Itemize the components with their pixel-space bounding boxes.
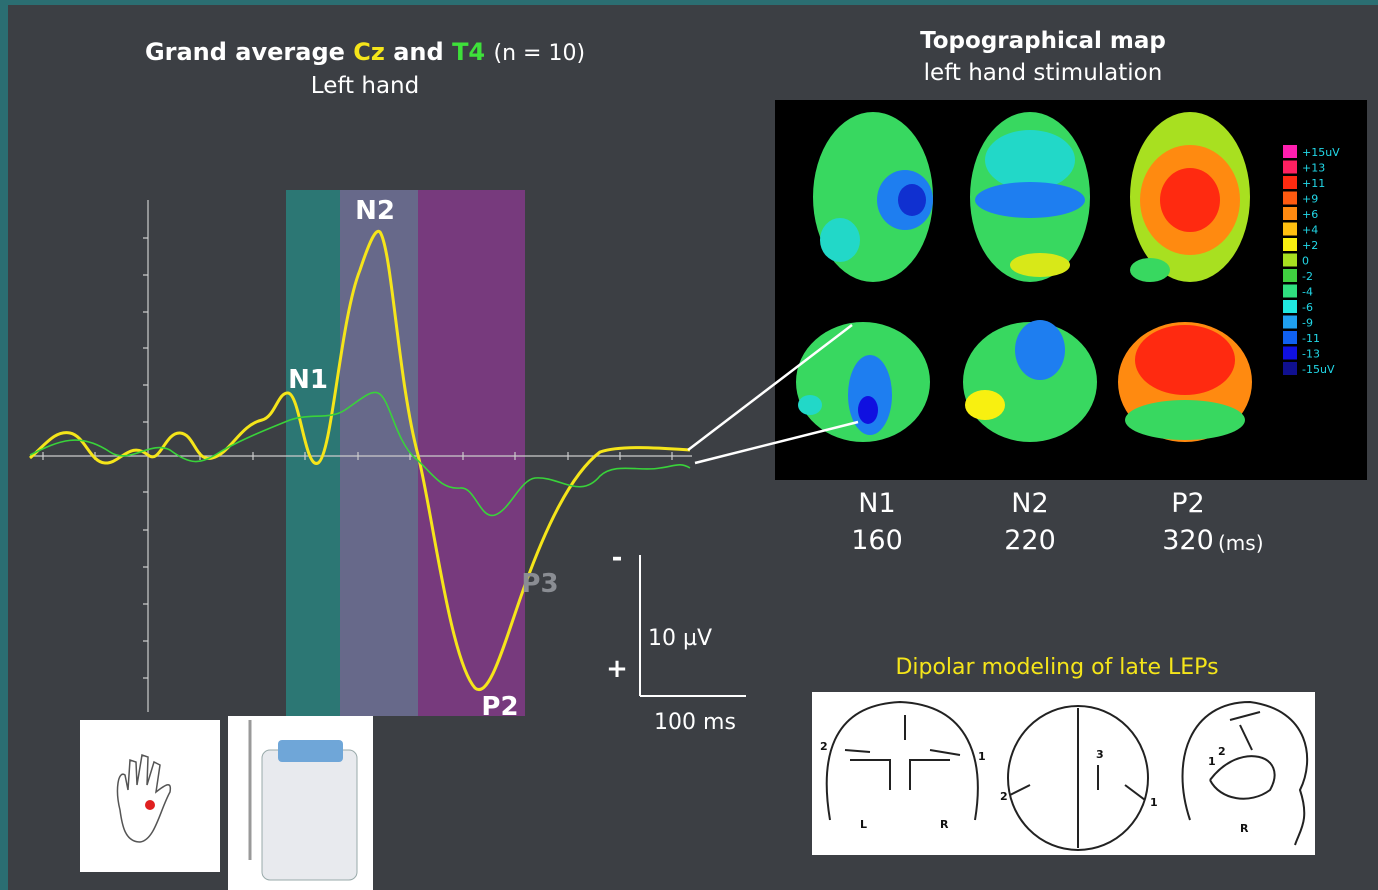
- title-part: Cz: [353, 38, 385, 66]
- dipole-label: 1: [1208, 755, 1216, 768]
- colorbar-label: -15uV: [1302, 363, 1335, 376]
- colorbar-swatch: [1283, 238, 1297, 251]
- latency-unit: (ms): [1218, 531, 1264, 555]
- band-p2: [418, 190, 525, 716]
- dipole-label: R: [940, 818, 949, 831]
- chart-title: Grand average Cz and T4 (n = 10): [145, 38, 585, 66]
- colorbar-label: -9: [1302, 317, 1313, 330]
- colorbar-swatch: [1283, 347, 1297, 360]
- colorbar-label: +6: [1302, 208, 1318, 221]
- peak-label: P3: [521, 569, 558, 599]
- dipole-label: 3: [1096, 748, 1104, 761]
- colorbar-label: +2: [1302, 239, 1318, 252]
- band-n1: [286, 190, 340, 716]
- colorbar-swatch: [1283, 285, 1297, 298]
- colorbar-swatch: [1283, 269, 1297, 282]
- dipole-title: Dipolar modeling of late LEPs: [895, 655, 1218, 680]
- hand-image: [80, 720, 220, 872]
- colorbar-label: -4: [1302, 286, 1313, 299]
- title-part: and: [393, 38, 443, 66]
- colorbar-swatch: [1283, 362, 1297, 375]
- dipole-label: 2: [820, 740, 828, 753]
- colorbar-swatch: [1283, 161, 1297, 174]
- stimulus-dot: [145, 800, 155, 810]
- slide: Grand average Cz and T4 (n = 10) Left ha…: [0, 0, 1378, 890]
- component-name: N2: [1011, 488, 1048, 519]
- peak-label: N1: [288, 365, 328, 395]
- scale-label: 10 µV: [648, 626, 712, 651]
- colorbar-label: -13: [1302, 348, 1320, 361]
- scale-sign: +: [606, 654, 628, 684]
- colorbar-label: -2: [1302, 270, 1313, 283]
- title-part: Grand average: [145, 38, 345, 66]
- colorbar-label: 0: [1302, 255, 1309, 268]
- colorbar-label: +11: [1302, 177, 1325, 190]
- colorbar-label: -11: [1302, 332, 1320, 345]
- dipole-label: L: [860, 818, 867, 831]
- scale-label: 100 ms: [654, 710, 736, 735]
- component-name: P2: [1171, 488, 1204, 519]
- colorbar-swatch: [1283, 316, 1297, 329]
- topo-subtitle: left hand stimulation: [924, 60, 1163, 86]
- colorbar-label: +4: [1302, 224, 1318, 237]
- colorbar-swatch: [1283, 254, 1297, 267]
- colorbar-swatch: [1283, 300, 1297, 313]
- colorbar-swatch: [1283, 331, 1297, 344]
- dipole-label: 2: [1218, 745, 1226, 758]
- dipole-label: R: [1240, 822, 1249, 835]
- band-n2: [340, 190, 418, 716]
- dipole-label: 1: [1150, 796, 1158, 809]
- title-part: (n = 10): [494, 41, 586, 66]
- page: Grand average Cz and T4 (n = 10) Left ha…: [0, 0, 1378, 890]
- dipole-label: 1: [978, 750, 986, 763]
- component-name: N1: [858, 488, 895, 519]
- topo-maps: [796, 112, 1252, 442]
- colorbar-swatch: [1283, 145, 1297, 158]
- component-latency: 320: [1162, 525, 1214, 556]
- laser-device: [262, 750, 357, 880]
- colorbar-swatch: [1283, 192, 1297, 205]
- component-latency: 160: [851, 525, 903, 556]
- laser-panel: [278, 740, 343, 762]
- topo-title: Topographical map: [920, 28, 1166, 54]
- colorbar-label: +13: [1302, 162, 1325, 175]
- peak-label: N2: [355, 196, 395, 226]
- scale-sign: -: [612, 543, 623, 573]
- colorbar-label: +9: [1302, 193, 1318, 206]
- subtitle: Left hand: [311, 73, 419, 99]
- colorbar-label: +15uV: [1302, 146, 1340, 159]
- component-latency: 220: [1004, 525, 1056, 556]
- colorbar-swatch: [1283, 223, 1297, 236]
- colorbar-swatch: [1283, 176, 1297, 189]
- colorbar-swatch: [1283, 207, 1297, 220]
- colorbar-label: -6: [1302, 301, 1313, 314]
- border: [0, 0, 1378, 5]
- dipole-label: 2: [1000, 790, 1008, 803]
- border: [0, 0, 8, 890]
- title-part: T4: [452, 38, 485, 66]
- peak-label: P2: [481, 692, 518, 722]
